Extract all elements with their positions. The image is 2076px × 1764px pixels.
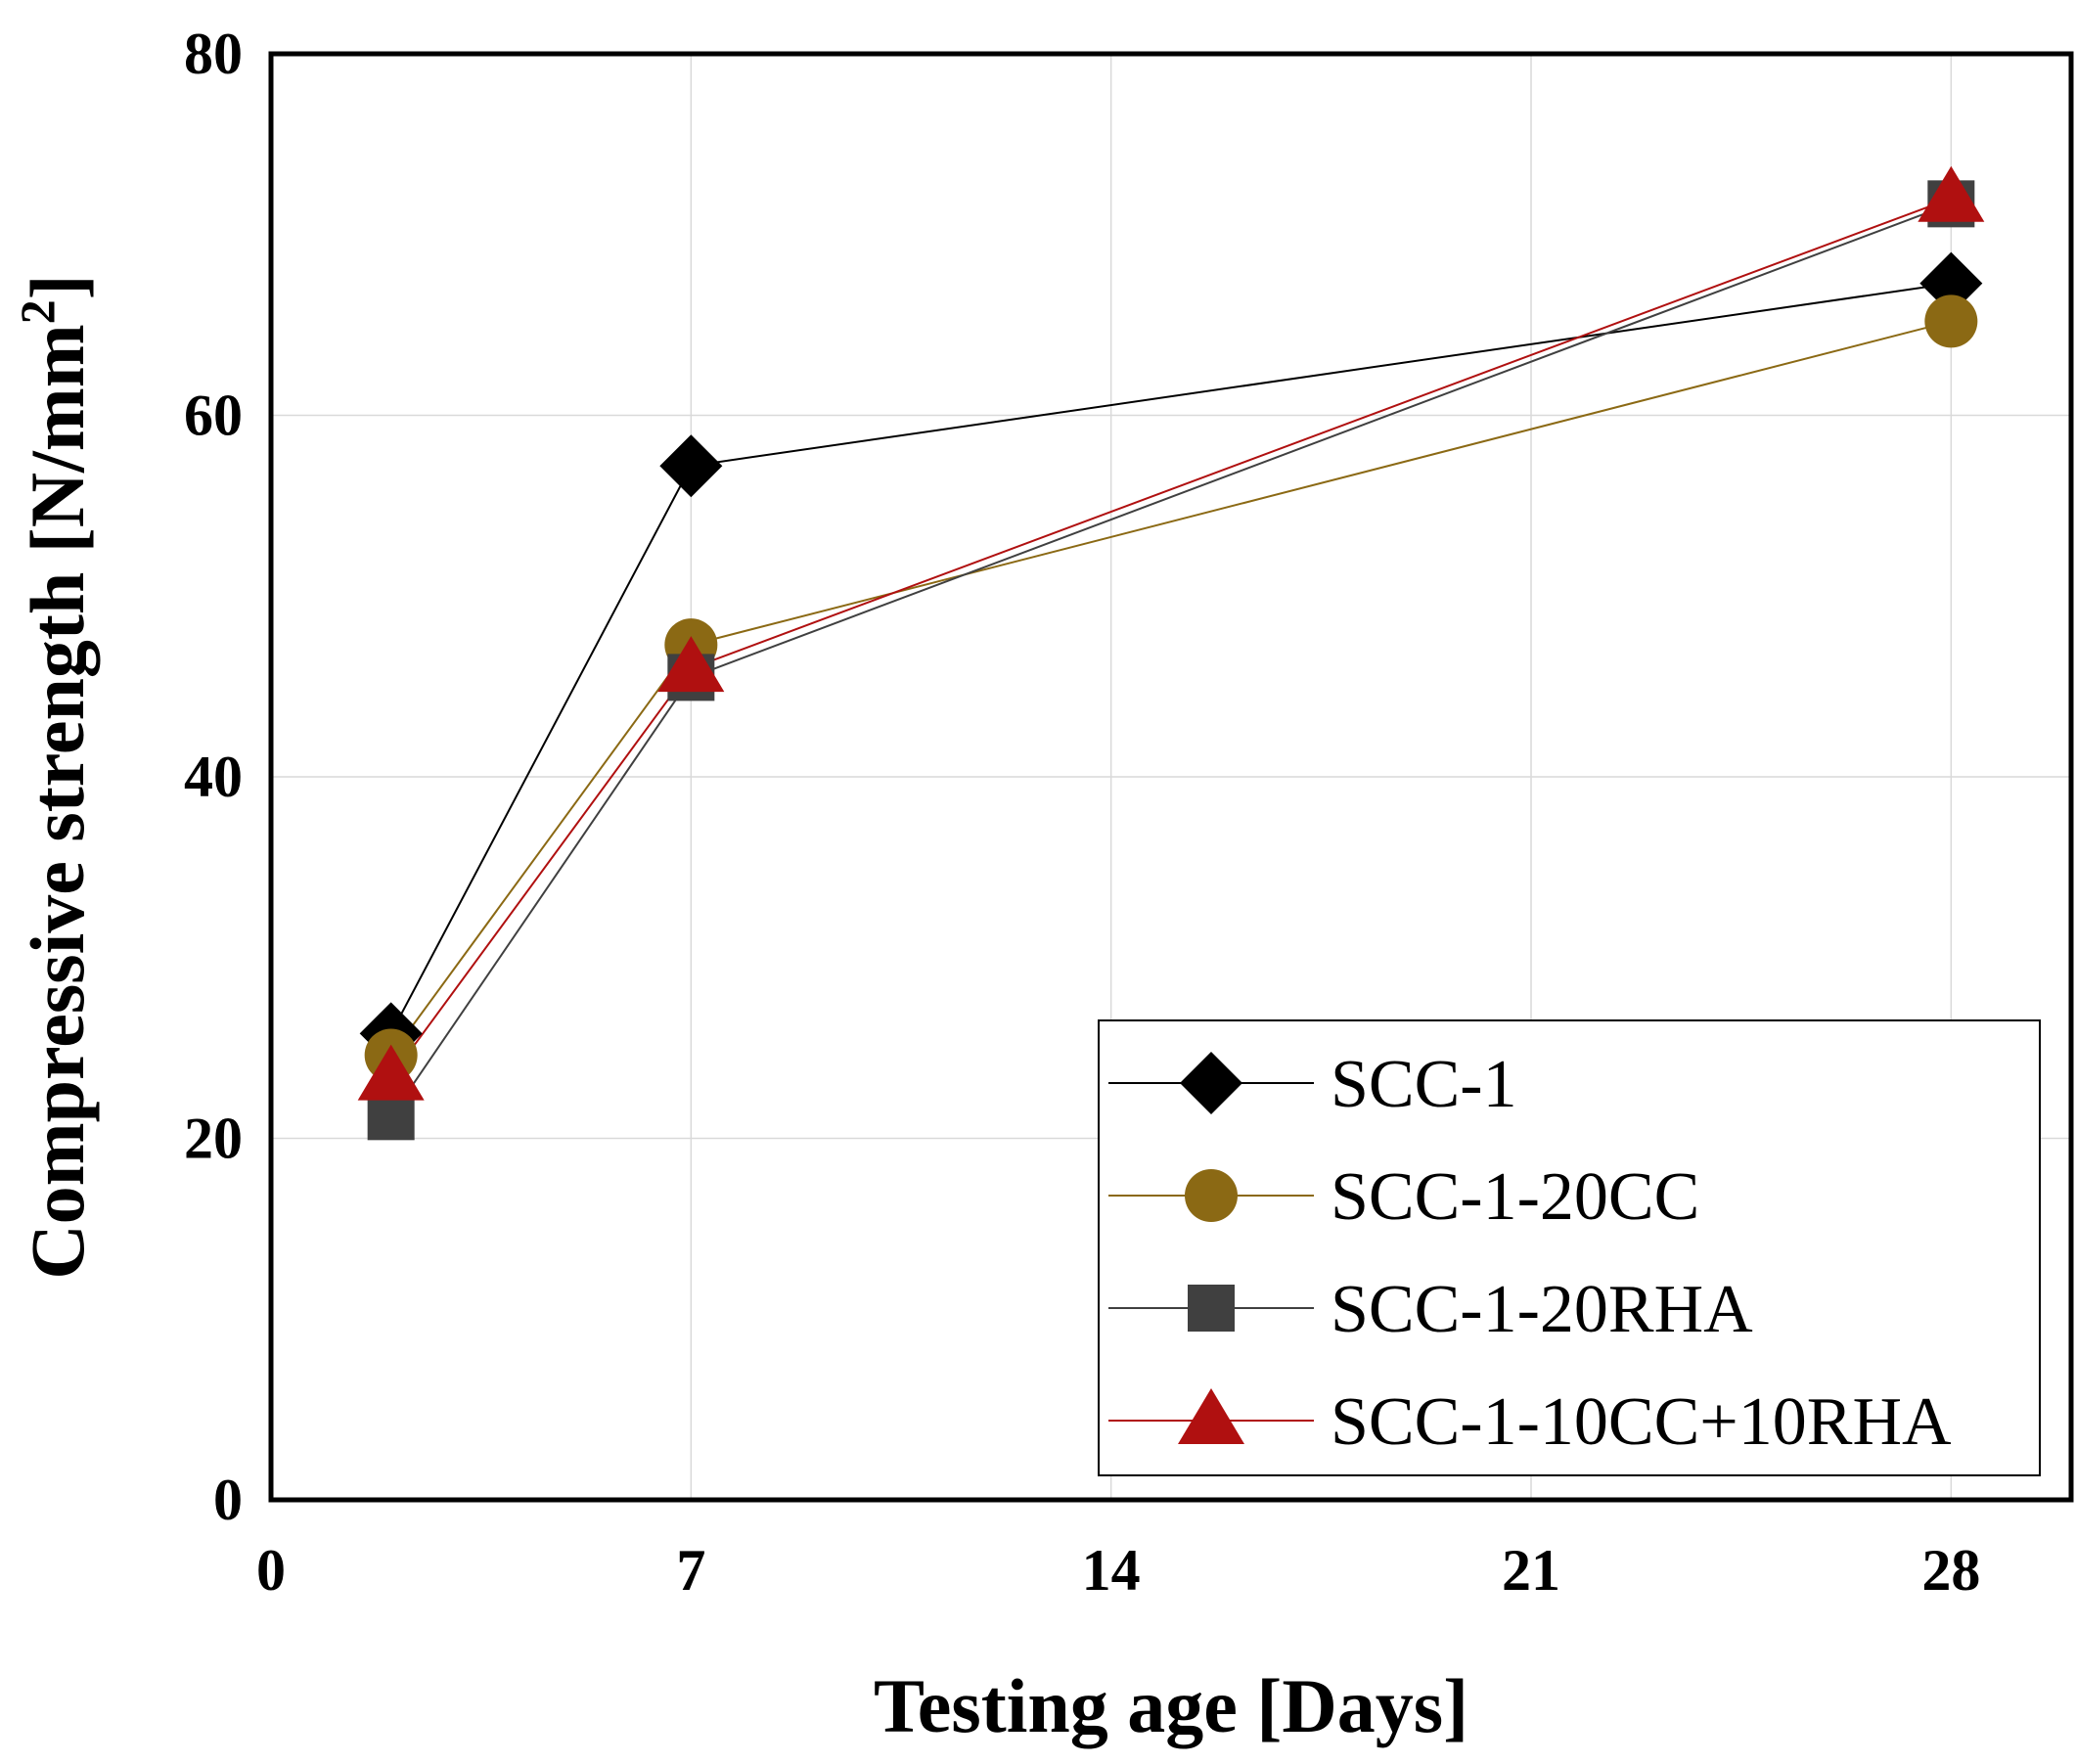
- x-tick-label: 0: [256, 1538, 286, 1603]
- series-markers: [357, 165, 1985, 1141]
- legend-marker-square: [1188, 1285, 1235, 1332]
- series-lines: [389, 197, 1952, 1117]
- x-tick-label: 14: [1082, 1538, 1141, 1603]
- data-point-square: [367, 1093, 415, 1141]
- legend-marker-circle: [1185, 1169, 1238, 1222]
- legend-entries: SCC-1 SCC-1-20CC SCC-1-20RHA SCC-1-10CC+10R…: [1108, 1047, 1952, 1460]
- y-tick-label: 80: [184, 22, 243, 86]
- x-tick-label: 7: [676, 1538, 705, 1603]
- legend-marker-diamond: [1180, 1052, 1242, 1114]
- data-point-triangle: [1918, 165, 1985, 222]
- series-line-0: [389, 282, 1952, 1034]
- series-line-3: [389, 197, 1952, 1078]
- legend-label: SCC-1-20CC: [1331, 1159, 1699, 1235]
- y-tick-label: 20: [184, 1107, 243, 1171]
- y-tick-label: 40: [184, 745, 243, 809]
- y-tick-label: 60: [184, 384, 243, 448]
- y-tick-label: 0: [213, 1468, 243, 1532]
- series-line-2: [389, 203, 1952, 1117]
- data-point-triangle: [657, 636, 725, 693]
- x-axis-title: Testing age [Days]: [874, 1663, 1468, 1748]
- legend-label: SCC-1-10CC+10RHA: [1331, 1384, 1952, 1460]
- y-axis-title-end: ]: [15, 274, 100, 299]
- legend: SCC-1 SCC-1-20CC SCC-1-20RHA SCC-1-10CC+10R…: [1098, 1019, 2041, 1476]
- x-tick-label: 28: [1921, 1538, 1980, 1603]
- x-tick-label: 21: [1502, 1538, 1560, 1603]
- data-point-diamond: [659, 434, 723, 498]
- data-point-circle: [1924, 294, 1978, 348]
- legend-marker-triangle: [1178, 1388, 1244, 1444]
- legend-label: SCC-1-20RHA: [1331, 1272, 1753, 1347]
- legend-box: [1098, 1019, 2041, 1476]
- legend-label: SCC-1: [1331, 1047, 1517, 1122]
- tick-labels: 0 7 14 21 28 0 20 40 60 80: [184, 22, 1980, 1603]
- data-point-triangle: [357, 1044, 425, 1101]
- y-axis-title-main: Compressive strength [N/mm: [15, 324, 100, 1279]
- y-axis-title: Compressive strength [N/mm2]: [10, 274, 100, 1279]
- data-point-diamond: [1919, 251, 1983, 315]
- plot-frame: [268, 51, 2074, 1503]
- y-axis-title-superscript: 2: [10, 299, 65, 324]
- series-line-1: [389, 320, 1952, 1057]
